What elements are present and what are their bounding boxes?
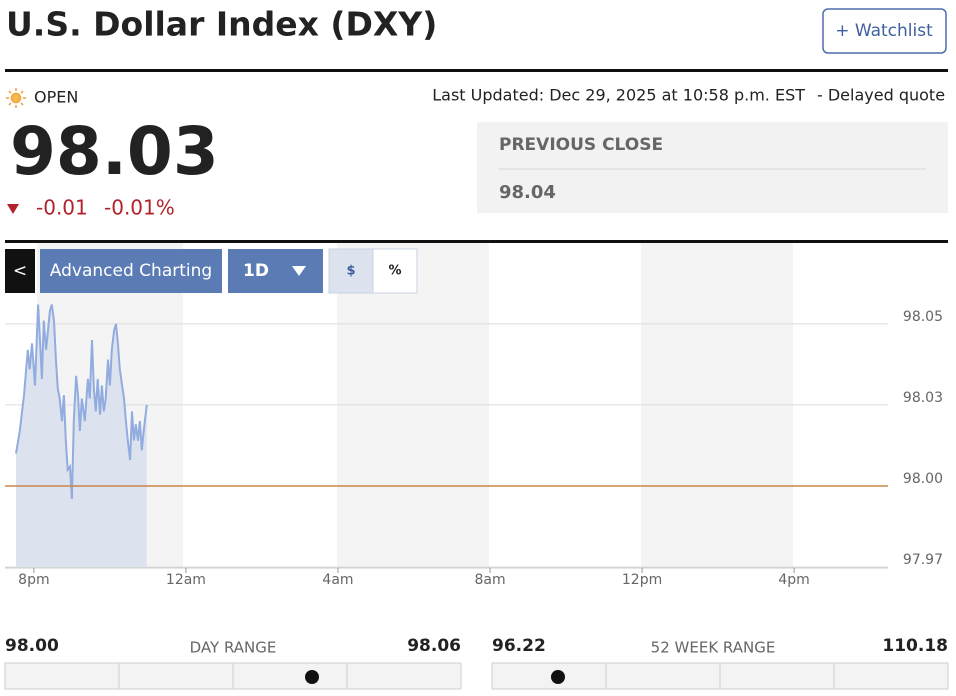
chart: 98.05 98.03 98.00 97.97 8pm 12am 4am 8am 12pm 4pm (5, 243, 943, 588)
watchlist-button[interactable] (822, 8, 947, 54)
interval-label[interactable]: 1D (243, 261, 269, 281)
page-title: U.S. Dollar Index (DXY) (6, 5, 437, 44)
change: -0.01 (36, 196, 88, 220)
x-tick-label: 12am (166, 572, 206, 588)
y-tick-label: 97.97 (903, 552, 943, 568)
interval-button[interactable] (228, 249, 323, 293)
day-range-track (4, 662, 462, 690)
y-tick-label: 98.00 (903, 471, 943, 487)
week52-low: 96.22 (492, 636, 546, 656)
previous-close-label: PREVIOUS CLOSE (499, 135, 663, 155)
y-tick-label: 98.05 (903, 309, 943, 325)
advanced-charting-label[interactable]: Advanced Charting (50, 261, 212, 281)
advanced-charting-button[interactable] (40, 249, 222, 293)
previous-close: 98.04 (499, 182, 556, 203)
delayed-quote: - Delayed quote (817, 86, 945, 105)
price-area (16, 304, 147, 567)
day-low: 98.00 (5, 636, 59, 656)
dollar-label[interactable]: $ (346, 264, 355, 279)
divider (5, 69, 948, 72)
week52-range-track (491, 662, 949, 690)
x-tick-label: 8am (474, 572, 505, 588)
dollar-button[interactable] (328, 248, 374, 294)
divider (5, 240, 948, 243)
market-status: OPEN (34, 88, 78, 107)
x-tick-label: 12pm (622, 572, 662, 588)
day-range-label: DAY RANGE (190, 639, 277, 657)
week52-range-label: 52 WEEK RANGE (651, 639, 776, 657)
back-label[interactable]: < (13, 261, 27, 281)
percent-button[interactable] (372, 248, 418, 294)
back-button[interactable] (5, 249, 35, 293)
session-band (337, 243, 489, 568)
sun-icon (6, 88, 26, 108)
y-tick-label: 98.03 (903, 390, 943, 406)
day-high: 98.06 (407, 636, 461, 656)
x-tick-label: 4pm (778, 572, 809, 588)
week52-range-marker (551, 670, 565, 684)
price-line (15, 304, 148, 499)
day-range-marker (305, 670, 319, 684)
last-updated: Last Updated: Dec 29, 2025 at 10:58 p.m.… (432, 86, 805, 105)
price: 98.03 (10, 113, 219, 190)
watchlist-label[interactable]: + Watchlist (835, 21, 933, 41)
week52-high: 110.18 (882, 636, 948, 656)
down-arrow (7, 204, 19, 214)
x-tick-label: 4am (322, 572, 353, 588)
previous-close-box (477, 122, 948, 213)
x-tick-label: 8pm (18, 572, 49, 588)
percent-label[interactable]: % (388, 264, 401, 279)
change-percent: -0.01% (104, 196, 175, 220)
session-band (641, 243, 793, 568)
dropdown-arrow (292, 266, 306, 276)
